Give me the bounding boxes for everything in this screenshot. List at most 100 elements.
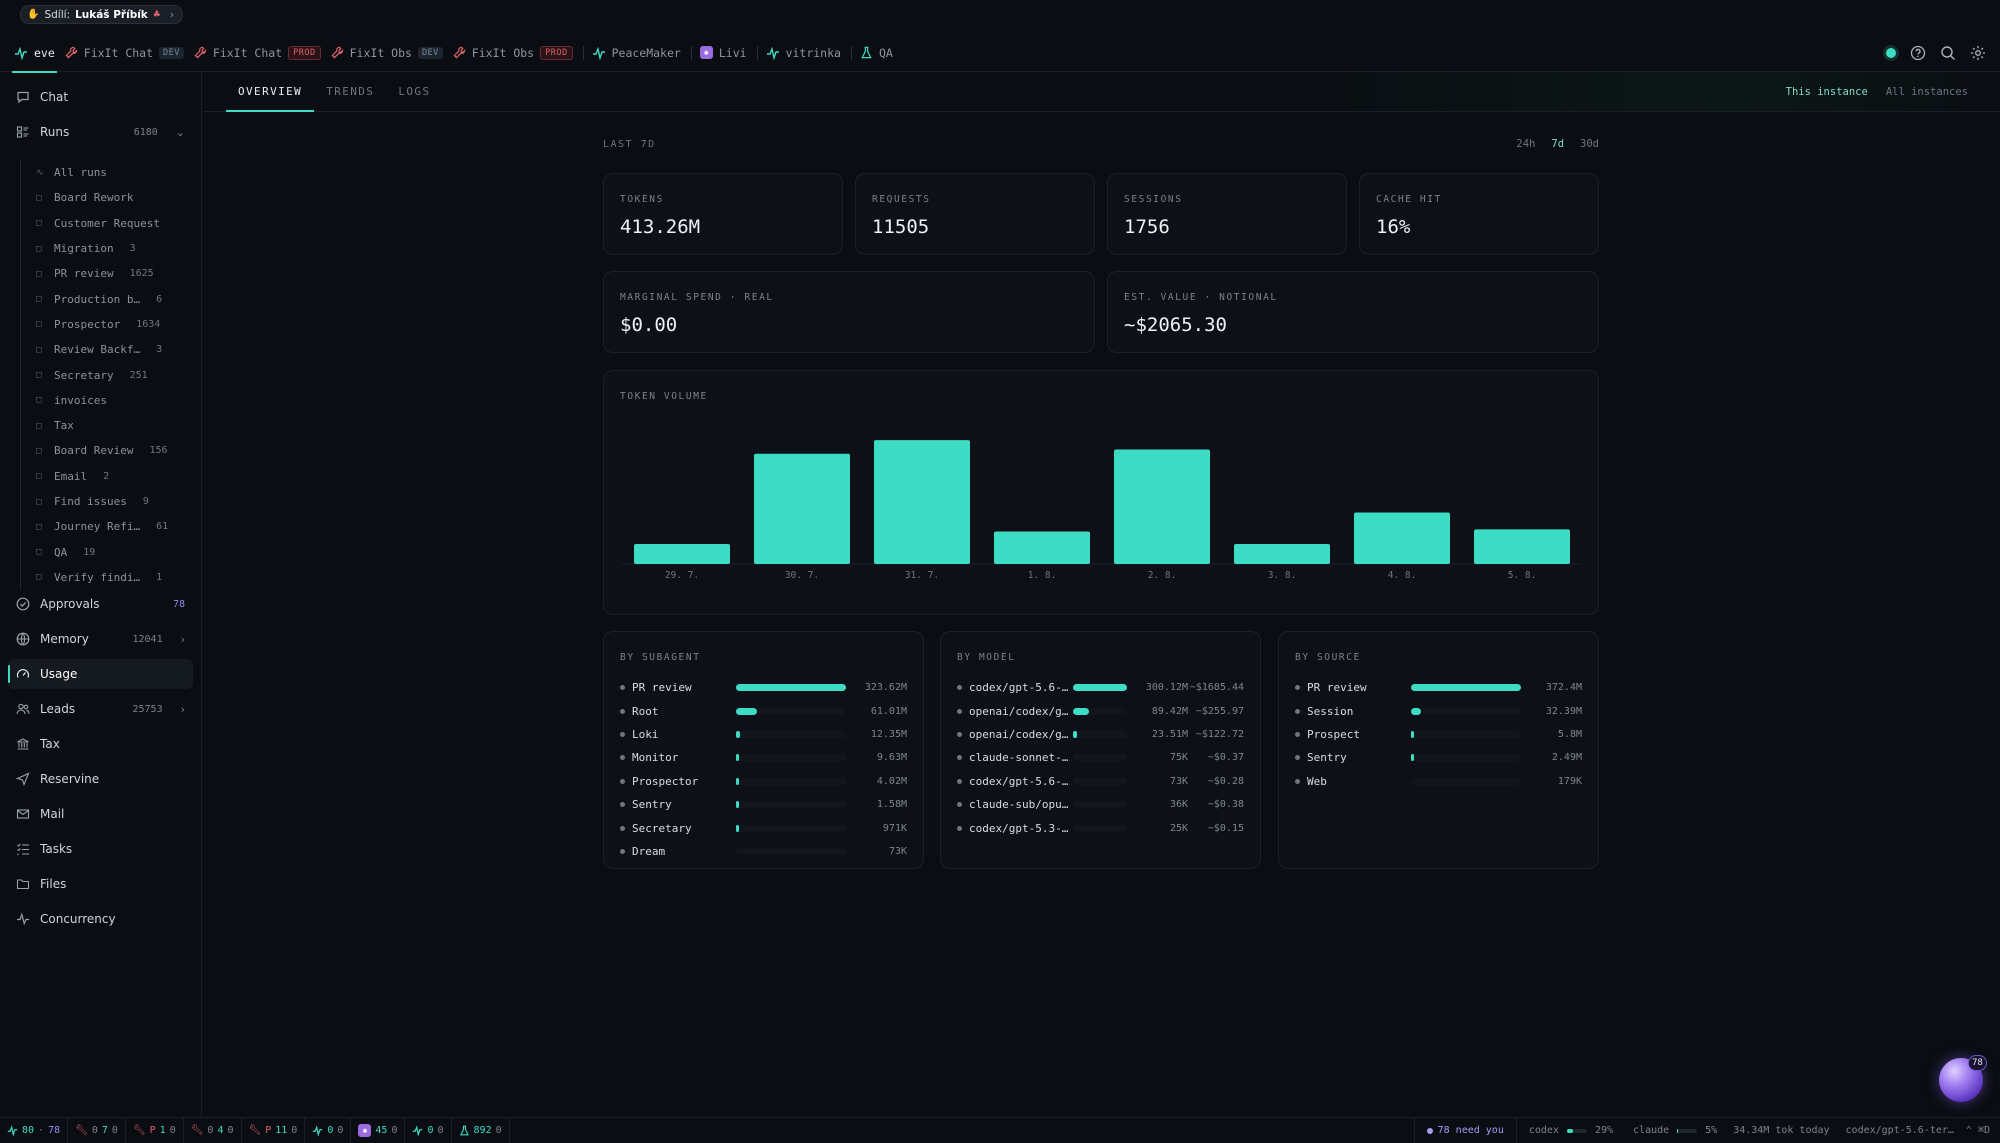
sidebar-item-chat[interactable]: Chat xyxy=(8,82,193,112)
status-fixit-chat-dev[interactable]: 🔧︎ 0 7 0 xyxy=(68,1117,126,1143)
tab-trends[interactable]: TRENDS xyxy=(326,85,375,98)
current-model[interactable]: codex/gpt-5.6-ter… xyxy=(1845,1125,1954,1136)
status-fixit-obs-dev[interactable]: 🔧︎ 0 4 0 xyxy=(184,1117,242,1143)
chart-bar[interactable] xyxy=(874,440,970,564)
need-you-text: 78 need you xyxy=(1437,1125,1504,1136)
sidebar-run-item[interactable]: ∿ All runs xyxy=(21,160,190,185)
bullet-icon xyxy=(620,825,625,831)
tab-logs[interactable]: LOGS xyxy=(398,85,431,98)
run-type-icon: □ xyxy=(36,243,42,254)
row-value: 73K xyxy=(1169,775,1188,787)
breakdown-row: openai/codex/g… 89.42M ~$255.97 xyxy=(957,699,1244,722)
chart-bar[interactable] xyxy=(634,544,730,564)
sidebar-item-usage[interactable]: Usage xyxy=(8,659,193,689)
status-fixit-chat-prod[interactable]: 🔧︎ P 1 0 xyxy=(126,1117,184,1143)
sidebar-run-item[interactable]: □ Secretary 251 xyxy=(21,362,190,387)
row-bar xyxy=(736,730,846,738)
tab-livi[interactable]: ✱ Livi xyxy=(698,34,755,72)
tab-vitrinka[interactable]: vitrinka xyxy=(764,34,849,72)
sidebar-run-item[interactable]: □ Review Backf… 3 xyxy=(21,337,190,362)
range-option-30d[interactable]: 30d xyxy=(1580,138,1599,150)
run-item-count: 156 xyxy=(149,445,168,457)
chart-bar[interactable] xyxy=(754,453,850,564)
sidebar-item-tasks[interactable]: Tasks xyxy=(8,834,193,864)
wrench-icon xyxy=(194,46,207,59)
row-bar-fill xyxy=(736,754,740,762)
sidebar-run-item[interactable]: □ Journey Refi… 61 xyxy=(21,514,190,539)
tab-overview[interactable]: OVERVIEW xyxy=(226,72,315,112)
sidebar-item-leads[interactable]: Leads 25753 › xyxy=(8,694,193,724)
wrench-icon: 🔧︎ xyxy=(132,1125,146,1136)
range-option-7d[interactable]: 7d xyxy=(1551,138,1565,150)
status-a: 0 xyxy=(427,1125,434,1136)
instance-tabs: eve FixIt Chat DEV FixIt Chat PROD FixIt… xyxy=(0,34,2000,73)
range-label: LAST 7D xyxy=(603,138,656,150)
row-bar-fill xyxy=(1411,684,1521,692)
chart-bar[interactable] xyxy=(994,531,1090,564)
sidebar-run-item[interactable]: □ Find issues 9 xyxy=(21,489,190,514)
sidebar-item-approvals[interactable]: Approvals 78 xyxy=(8,589,193,619)
chart-bar[interactable] xyxy=(1474,529,1570,564)
chart-bar[interactable] xyxy=(1234,544,1330,564)
tab-peacemaker[interactable]: PeaceMaker xyxy=(590,34,689,72)
stat-label: EST. VALUE · NOTIONAL xyxy=(1124,292,1278,303)
status-qa[interactable]: 892 0 xyxy=(452,1117,510,1143)
sidebar-run-item[interactable]: □ Verify findi… 1 xyxy=(21,565,190,590)
sidebar-run-item[interactable]: □ QA 19 xyxy=(21,539,190,564)
status-peacemaker[interactable]: 0 0 xyxy=(305,1117,352,1143)
breakdown-row: claude-sonnet-… 75K ~$0.37 xyxy=(957,746,1244,769)
need-you-indicator[interactable]: 78 need you xyxy=(1413,1117,1516,1143)
chart-bar[interactable] xyxy=(1354,512,1450,564)
sidebar-item-runs[interactable]: Runs 6180 ⌄ xyxy=(8,117,193,147)
sidebar-run-item[interactable]: □ Board Review 156 xyxy=(21,438,190,463)
sidebar-run-item[interactable]: □ Migration 3 xyxy=(21,236,190,261)
sidebar-run-item[interactable]: □ PR review 1625 xyxy=(21,261,190,286)
search-icon[interactable] xyxy=(1940,45,1956,61)
sidebar-item-files[interactable]: Files xyxy=(8,869,193,899)
gear-icon[interactable] xyxy=(1970,45,1986,61)
breakdown-title: BY SUBAGENT xyxy=(620,652,701,663)
tab-fixit-obs-dev[interactable]: FixIt Obs DEV xyxy=(329,34,451,72)
share-pill[interactable]: ✋ Sdílí: Lukáš Příbík ♣ › xyxy=(20,5,184,24)
tab-eve[interactable]: eve xyxy=(12,34,63,73)
tab-fixit-chat-prod[interactable]: FixIt Chat PROD xyxy=(192,34,329,72)
scope-this-instance[interactable]: This instance xyxy=(1785,86,1868,98)
status-vitrinka[interactable]: 0 0 xyxy=(405,1117,452,1143)
chart-bar[interactable] xyxy=(1114,449,1210,564)
sidebar-run-item[interactable]: □ invoices xyxy=(21,388,190,413)
top-actions xyxy=(1886,34,1986,72)
status-a: 892 xyxy=(473,1125,492,1136)
sidebar-item-reservine[interactable]: Reservine xyxy=(8,764,193,794)
x-tick-label: 4. 8. xyxy=(1388,570,1417,581)
sidebar-run-item[interactable]: □ Tax xyxy=(21,413,190,438)
sidebar-run-item[interactable]: □ Board Rework xyxy=(21,185,190,210)
range-option-24h[interactable]: 24h xyxy=(1516,138,1536,150)
sidebar-run-item[interactable]: □ Email 2 xyxy=(21,464,190,489)
row-value: 5.8M xyxy=(1557,728,1582,740)
livi-icon: ✱ xyxy=(358,1124,372,1137)
run-item-label: Verify findi… xyxy=(54,570,141,584)
pulse-icon xyxy=(313,1125,323,1136)
scope-all-instances[interactable]: All instances xyxy=(1885,86,1968,98)
sidebar-item-memory[interactable]: Memory 12041 › xyxy=(8,624,193,654)
row-value: 2.49M xyxy=(1551,752,1582,764)
row-bar-fill xyxy=(1073,684,1127,692)
status-eve[interactable]: 80 · 78 xyxy=(0,1117,69,1143)
sidebar-run-item[interactable]: □ Customer Request xyxy=(21,211,190,236)
sidebar-run-item[interactable]: □ Prospector 1634 xyxy=(21,312,190,337)
status-a: 0 xyxy=(207,1125,214,1136)
tab-fixit-obs-prod[interactable]: FixIt Obs PROD xyxy=(451,34,581,72)
pulse-icon xyxy=(766,46,779,60)
help-icon[interactable] xyxy=(1910,45,1926,61)
sidebar-item-mail[interactable]: Mail xyxy=(8,799,193,829)
sidebar-item-concurrency[interactable]: Concurrency xyxy=(8,904,193,934)
status-dot-icon[interactable] xyxy=(1886,48,1896,58)
tab-fixit-chat-dev[interactable]: FixIt Chat DEV xyxy=(63,34,192,72)
sidebar-run-item[interactable]: □ Production b… 6 xyxy=(21,286,190,311)
pulse-icon xyxy=(413,1125,423,1136)
run-item-count: 3 xyxy=(129,243,136,255)
sidebar-item-tax[interactable]: Tax xyxy=(8,729,193,759)
status-fixit-obs-prod[interactable]: 🔧︎ P 11 0 xyxy=(242,1117,306,1143)
tab-qa[interactable]: QA xyxy=(858,34,901,72)
status-livi[interactable]: ✱ 45 0 xyxy=(351,1117,406,1143)
